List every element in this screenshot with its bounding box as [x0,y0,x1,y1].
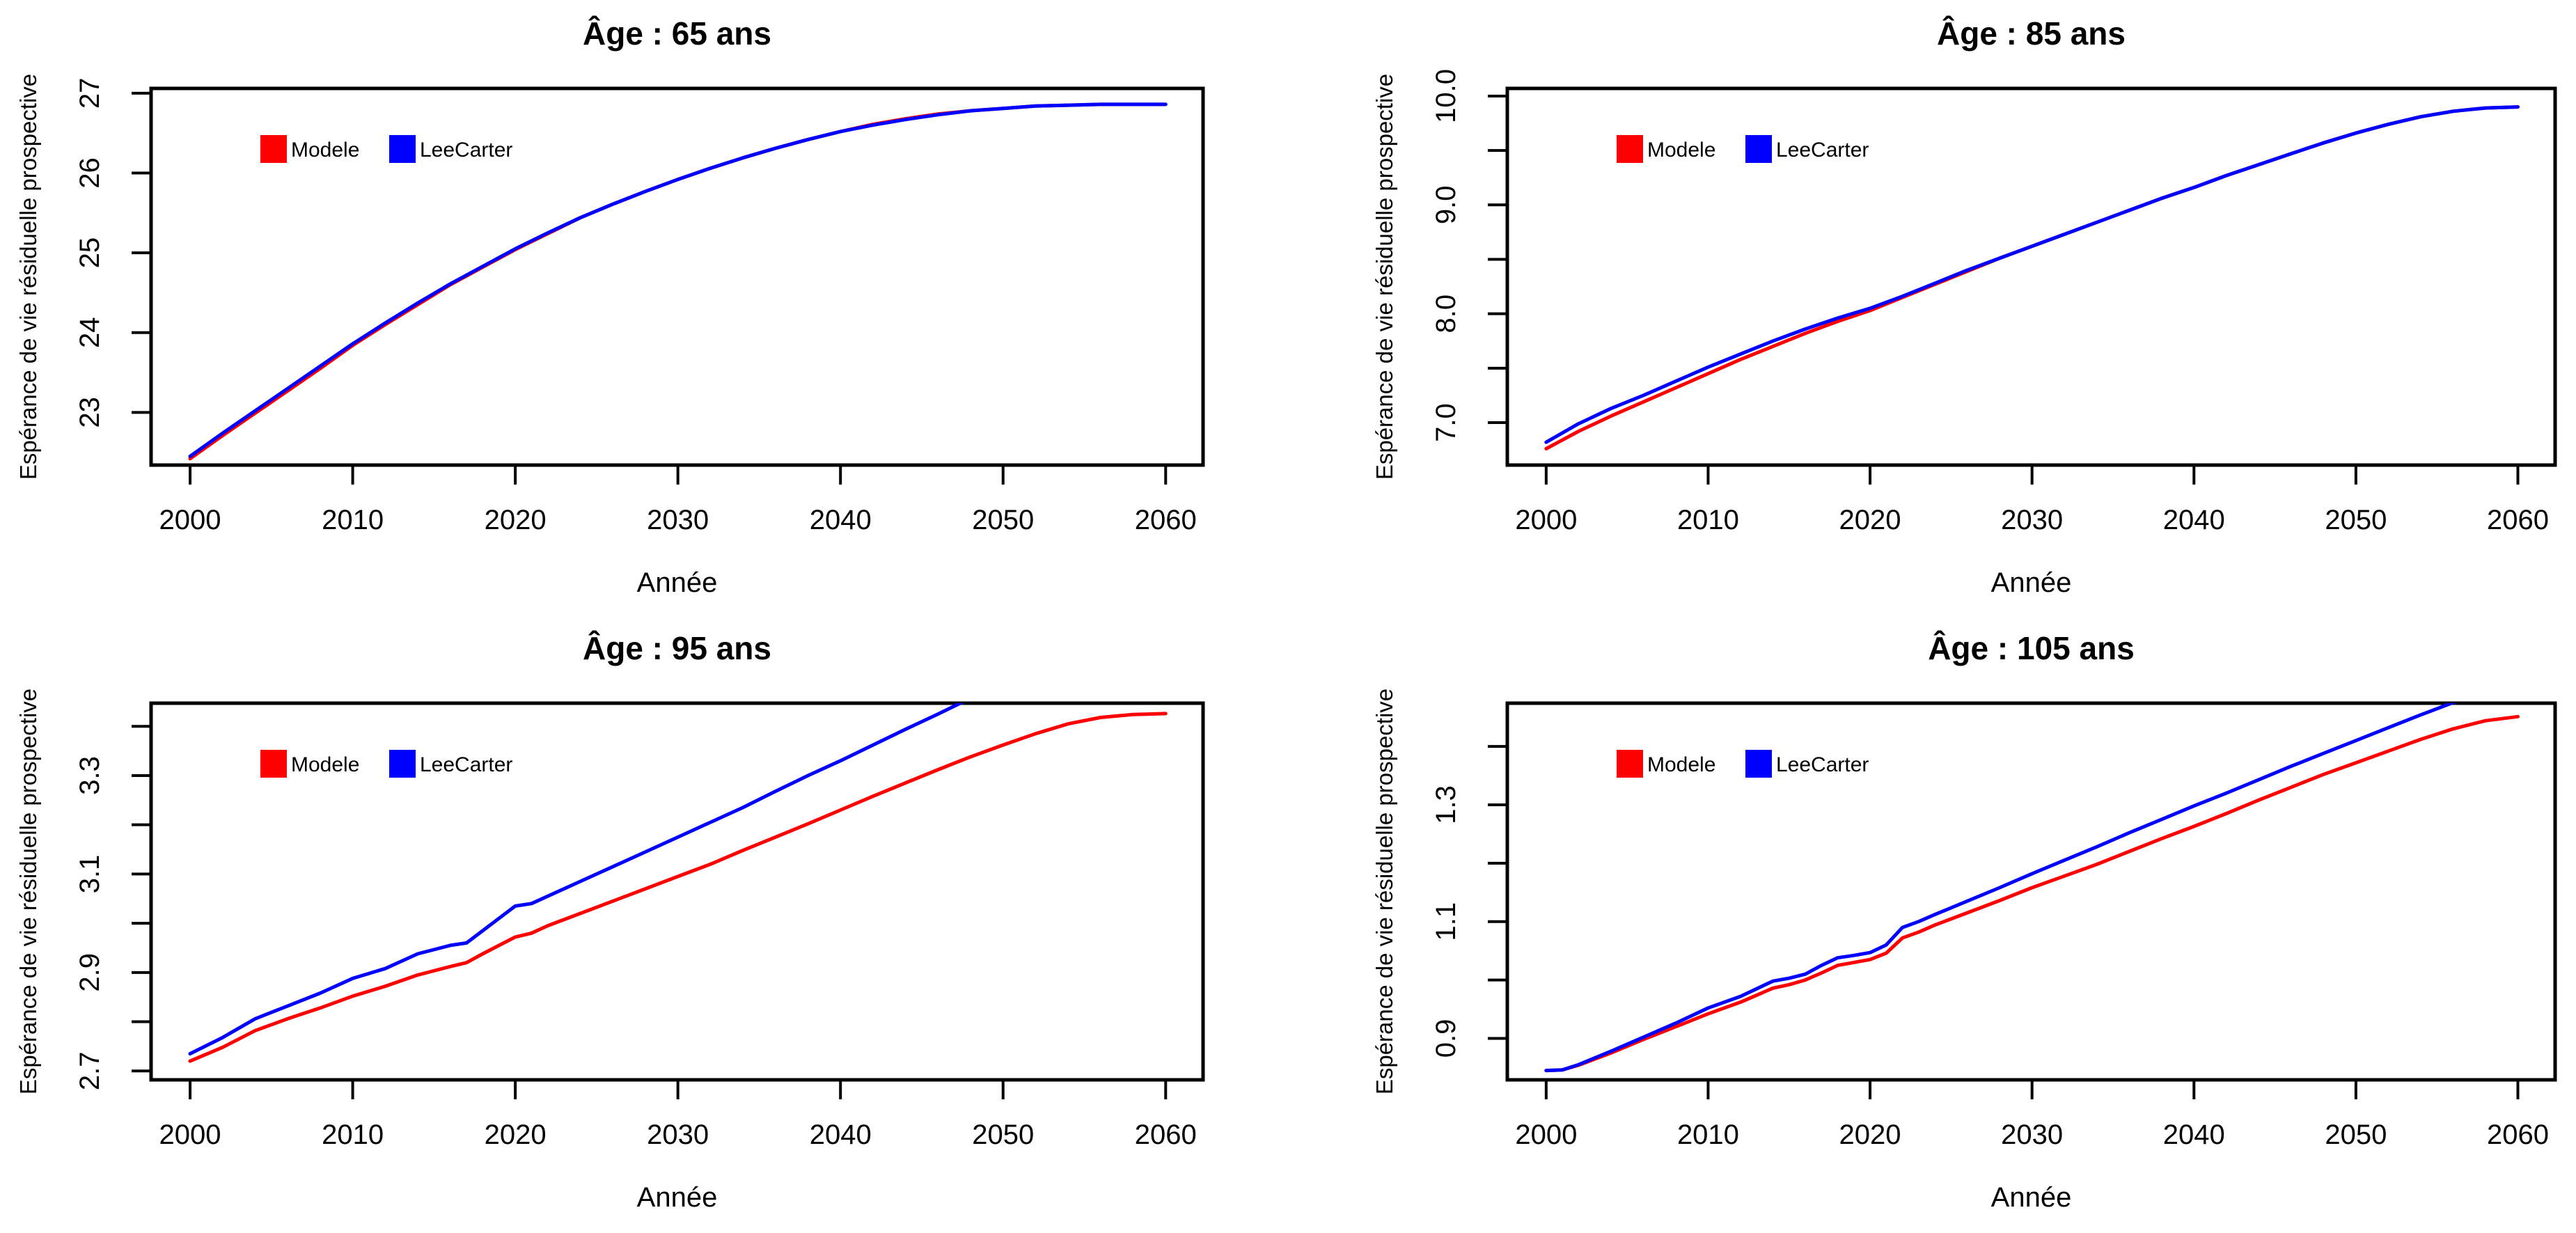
x-axis-label: Année [1991,567,2072,598]
legend-swatch-modele [1617,750,1643,778]
series-leecarter-line [1544,703,2457,1073]
x-tick-label: 2020 [1839,505,1901,535]
chart-svg: 2000 2010 2020 2030 2040 2050 2060 2.7 2.9 3.1 3.3… [15,630,1205,1213]
y-tick-label: 2.7 [74,1051,105,1090]
x-tick-label: 2000 [159,505,221,535]
x-axis-label: Année [637,567,718,598]
x-tick-label: 2060 [2487,1120,2549,1150]
x-tick-label: 2050 [972,505,1034,535]
chart-svg: 2000 2010 2020 2030 2040 2050 2060 0.9 1.1 1.3 Âge… [1372,630,2557,1213]
x-tick-label: 2050 [2325,1120,2387,1150]
x-tick-label: 2020 [485,1120,547,1150]
x-axis-label: Année [1991,1182,2072,1213]
legend-label-modele: Modele [1647,139,1715,162]
legend-label-modele: Modele [1647,753,1715,776]
y-tick-label: 8.0 [1431,294,1461,333]
x-tick-label: 2010 [1677,505,1739,535]
series-modele-line [188,712,1168,1063]
x-tick-label: 2060 [1135,1120,1197,1150]
y-tick-label: 25 [74,237,105,269]
x-axis-label: Année [637,1182,718,1213]
legend-label-leecarter: LeeCarter [420,753,512,776]
y-tick-label: 24 [74,317,105,348]
y-tick-label: 23 [74,397,105,428]
plot-box [1505,86,2557,467]
y-tick-label: 27 [74,78,105,109]
x-tick-label: 2000 [159,1120,221,1150]
legend-swatch-modele [1617,135,1643,163]
legend-swatch-modele [260,750,287,778]
legend-swatch-leecarter [1745,750,1772,778]
x-tick-label: 2050 [2325,505,2387,535]
panel-age-105: 2000 2010 2020 2030 2040 2050 2060 0.9 1.1 1.3 Âge… [1288,615,2576,1230]
y-tick-label: 7.0 [1431,403,1461,442]
x-tick-label: 2040 [810,505,872,535]
chart-svg: 2000 2010 2020 2030 2040 2050 2060 23 24 25 26 27 Âg… [15,15,1205,598]
y-axis-label: Espérance de vie résiduelle prospective [1372,74,1397,480]
x-tick-label: 2040 [2163,1120,2225,1150]
chart-svg: 2000 2010 2020 2030 2040 2050 2060 7.0 8.0 9.0 10.… [1372,15,2557,598]
x-tick-label: 2040 [810,1120,872,1150]
series-leecarter-line [188,703,965,1055]
series-modele-line [1544,714,2520,1073]
series-leecarter-line [188,102,1168,458]
x-tick-label: 2000 [1515,1120,1577,1150]
x-tick-label: 2050 [972,1120,1034,1150]
legend-swatch-leecarter [389,750,416,778]
legend-swatch-modele [260,135,287,163]
plot-box [149,701,1205,1082]
y-axis-label: Espérance de vie résiduelle prospective [15,689,41,1094]
x-tick-label: 2030 [647,1120,709,1150]
legend-label-leecarter: LeeCarter [1776,139,1869,162]
x-tick-label: 2010 [1677,1120,1739,1150]
legend-label-leecarter: LeeCarter [420,139,512,162]
panel-age-85: 2000 2010 2020 2030 2040 2050 2060 7.0 8.0 9.0 10.… [1288,0,2576,615]
panel-title: Âge : 105 ans [1928,630,2135,666]
panel-title: Âge : 65 ans [583,15,771,52]
x-tick-label: 2020 [485,505,547,535]
x-tick-label: 2010 [322,505,384,535]
panel-age-65: 2000 2010 2020 2030 2040 2050 2060 23 24 25 26 27 Âg… [0,0,1288,615]
y-tick-label: 10.0 [1431,69,1461,123]
legend-swatch-leecarter [1745,135,1772,163]
panel-title: Âge : 95 ans [583,630,771,666]
x-tick-label: 2040 [2163,505,2225,535]
panel-age-95: 2000 2010 2020 2030 2040 2050 2060 2.7 2.9 3.1 3.3… [0,615,1288,1230]
y-tick-label: 0.9 [1431,1019,1461,1058]
x-tick-label: 2030 [647,505,709,535]
y-tick-label: 26 [74,157,105,189]
y-tick-label: 3.1 [74,855,105,894]
x-tick-label: 2060 [2487,505,2549,535]
y-tick-label: 1.3 [1431,785,1461,824]
x-tick-label: 2020 [1839,1120,1901,1150]
series-leecarter-line [1544,105,2520,444]
x-tick-label: 2030 [2001,505,2063,535]
y-tick-label: 9.0 [1431,185,1461,224]
y-axis-label: Espérance de vie résiduelle prospective [1372,689,1397,1094]
y-axis-label: Espérance de vie résiduelle prospective [15,74,41,480]
y-tick-label: 2.9 [74,953,105,992]
legend-label-leecarter: LeeCarter [1776,753,1869,776]
x-tick-label: 2000 [1515,505,1577,535]
x-tick-label: 2010 [322,1120,384,1150]
y-tick-label: 3.3 [74,756,105,795]
plot-box [1505,701,2557,1082]
panel-title: Âge : 85 ans [1937,15,2126,52]
legend-label-modele: Modele [291,753,359,776]
legend-label-modele: Modele [291,139,359,162]
y-tick-label: 1.1 [1431,902,1461,941]
legend-swatch-leecarter [389,135,416,163]
plot-box [149,86,1205,467]
x-tick-label: 2060 [1135,505,1197,535]
x-tick-label: 2030 [2001,1120,2063,1150]
